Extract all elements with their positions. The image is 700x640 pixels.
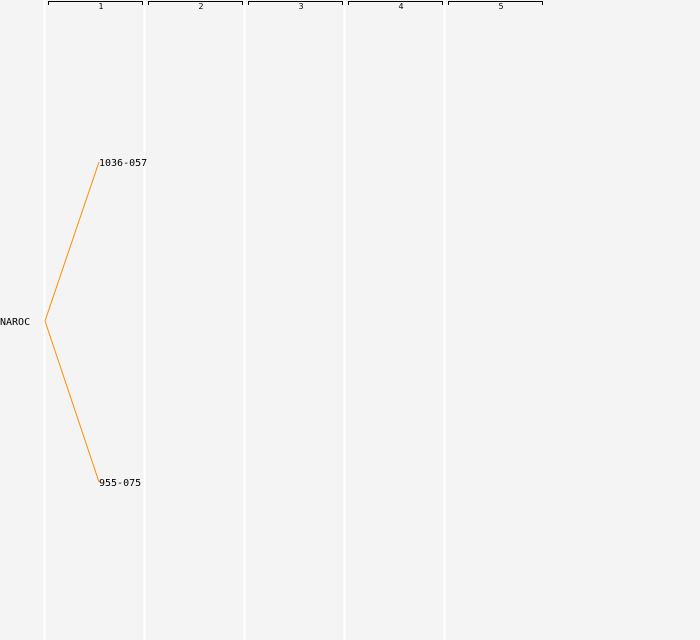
column-header-bracket	[448, 1, 543, 5]
column-header-label: 3	[298, 2, 303, 11]
column-header-label: 4	[398, 2, 403, 11]
column-header-label: 2	[198, 2, 203, 11]
column-header-label: 5	[498, 2, 503, 11]
node-label-child: 1036-057	[99, 158, 147, 169]
column-header-label: 1	[98, 2, 103, 11]
node-label-child: 955-075	[99, 478, 141, 489]
node-label-root: NAROC	[0, 317, 30, 328]
column-header-bracket	[48, 1, 143, 5]
tree-edge	[44, 320, 100, 483]
tree-edge	[44, 161, 100, 322]
column-header-bracket	[348, 1, 443, 5]
column-header-bracket	[148, 1, 243, 5]
column-header-bracket	[248, 1, 343, 5]
